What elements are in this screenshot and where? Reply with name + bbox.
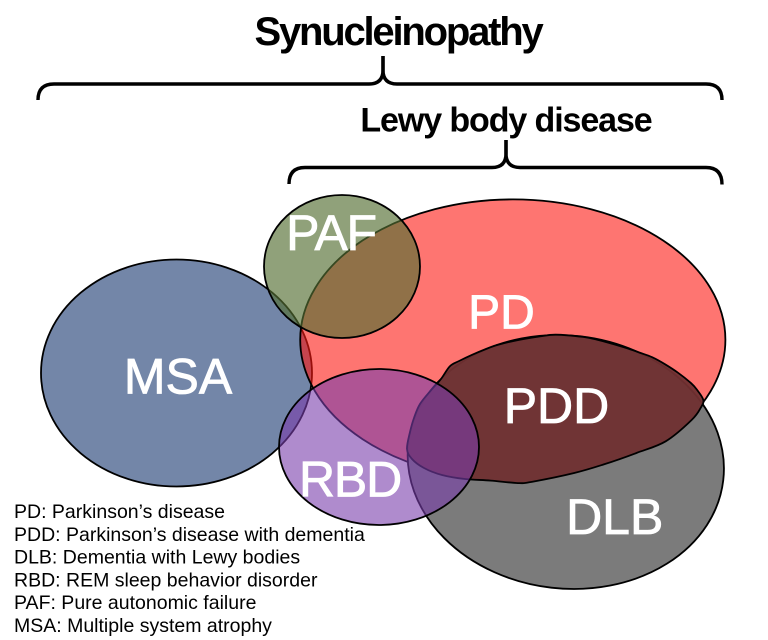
svg-text:RBD: REM sleep behavior disord: RBD: REM sleep behavior disorder xyxy=(14,569,318,591)
svg-text:PDD: PDD xyxy=(504,378,610,434)
svg-text:PD: Parkinson’s disease: PD: Parkinson’s disease xyxy=(14,501,225,523)
svg-text:PD: PD xyxy=(468,286,535,339)
svg-text:DLB: Dementia with Lewy bodies: DLB: Dementia with Lewy bodies xyxy=(14,547,300,569)
svg-text:MSA: Multiple system atrophy: MSA: Multiple system atrophy xyxy=(14,615,272,637)
svg-text:RBD: RBD xyxy=(299,452,401,508)
svg-text:Synucleinopathy: Synucleinopathy xyxy=(254,10,544,54)
svg-text:DLB: DLB xyxy=(566,489,663,545)
svg-text:PAF: Pure autonomic failure: PAF: Pure autonomic failure xyxy=(14,592,256,614)
svg-text:PDD: Parkinson’s disease with: PDD: Parkinson’s disease with dementia xyxy=(14,524,365,546)
svg-text:Lewy body disease: Lewy body disease xyxy=(360,102,651,140)
svg-text:PAF: PAF xyxy=(286,205,376,261)
svg-text:MSA: MSA xyxy=(124,349,233,405)
